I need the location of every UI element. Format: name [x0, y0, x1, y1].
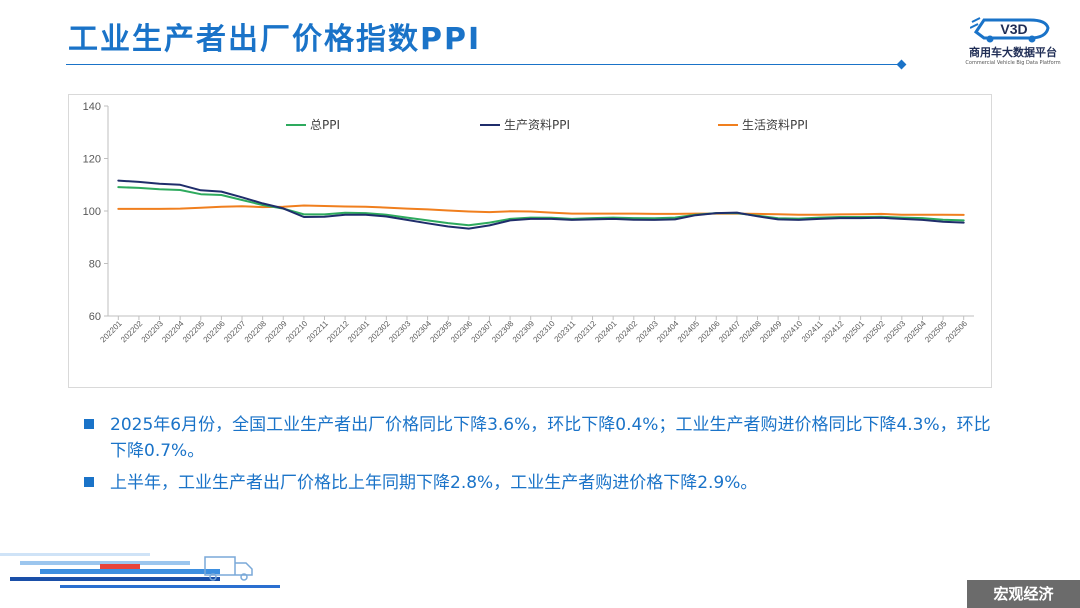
y-tick-label: 60 — [89, 311, 101, 323]
truck-logo-icon: V3D — [970, 17, 1050, 43]
series-line-2 — [117, 204, 965, 216]
title-divider — [66, 64, 902, 65]
summary-bullets: 2025年6月份，全国工业生产者出厂价格同比下降3.6%，环比下降0.4%；工业… — [84, 412, 1004, 502]
page-title: 工业生产者出厂价格指数PPI — [68, 22, 482, 57]
legend-label: 总PPI — [310, 118, 340, 132]
y-tick-label: 120 — [83, 154, 101, 166]
square-bullet-icon — [84, 477, 94, 487]
y-tick-label: 100 — [83, 206, 101, 218]
chart-frame — [68, 94, 992, 388]
truck-speed-graphic-icon — [0, 553, 280, 588]
logo-name: 商用车大数据平台 — [969, 46, 1057, 59]
logo-mark-text: V3D — [1000, 21, 1027, 37]
series-line-0 — [117, 186, 965, 227]
y-tick-label: 80 — [89, 259, 101, 271]
platform-logo: V3D 商用车大数据平台 Commercial Vehicle Big Data… — [958, 10, 1068, 70]
series-line-1 — [117, 179, 965, 230]
y-tick-label: 140 — [83, 101, 101, 113]
legend-label: 生活资料PPI — [742, 118, 808, 132]
ppi-line-chart: 6080100120140202201202202202203202204202… — [83, 101, 974, 345]
x-tick-label: 202210 — [284, 319, 310, 345]
title-divider-diamond — [896, 59, 907, 70]
section-label: 宏观经济 — [967, 580, 1080, 608]
bullet-text: 2025年6月份，全国工业生产者出厂价格同比下降3.6%，环比下降0.4%；工业… — [110, 415, 991, 461]
logo-subtitle: Commercial Vehicle Big Data Platform — [965, 60, 1061, 66]
bullet-item: 上半年，工业生产者出厂价格比上年同期下降2.8%，工业生产者购进价格下降2.9%… — [84, 470, 1004, 496]
x-tick-label: 202506 — [944, 319, 970, 345]
legend-label: 生产资料PPI — [504, 118, 570, 132]
x-tick-label: 202310 — [531, 319, 557, 345]
square-bullet-icon — [84, 419, 94, 429]
x-tick-label: 202410 — [779, 319, 805, 345]
bullet-text: 上半年，工业生产者出厂价格比上年同期下降2.8%，工业生产者购进价格下降2.9%… — [110, 473, 758, 493]
bullet-item: 2025年6月份，全国工业生产者出厂价格同比下降3.6%，环比下降0.4%；工业… — [84, 412, 1004, 464]
